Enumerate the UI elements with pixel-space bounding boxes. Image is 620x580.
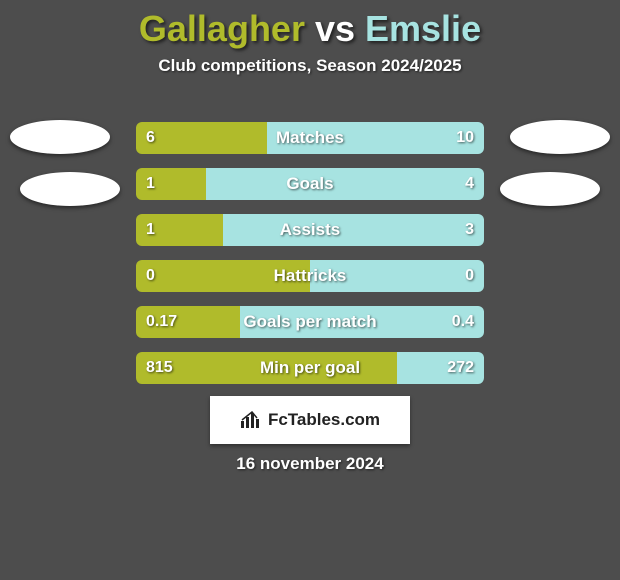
subtitle: Club competitions, Season 2024/2025 [0, 56, 620, 76]
title-left: Gallagher [139, 8, 305, 49]
stat-row: 13Assists [136, 214, 484, 246]
stat-label: Goals per match [136, 306, 484, 338]
stat-row: 815272Min per goal [136, 352, 484, 384]
team-left-badge-1 [10, 120, 110, 154]
stat-row: 14Goals [136, 168, 484, 200]
date-text: 16 november 2024 [0, 454, 620, 474]
stat-label: Hattricks [136, 260, 484, 292]
team-right-badge-1 [510, 120, 610, 154]
title-vs: vs [305, 8, 365, 49]
brand-box: FcTables.com [210, 396, 410, 444]
comparison-rows: 610Matches 14Goals 13Assists 00Hattricks 0.1… [136, 122, 484, 398]
stat-row: 610Matches [136, 122, 484, 154]
page-title: Gallagher vs Emslie [0, 0, 620, 50]
stat-row: 00Hattricks [136, 260, 484, 292]
stat-label: Matches [136, 122, 484, 154]
bar-chart-icon [240, 411, 262, 429]
brand-text: FcTables.com [268, 410, 380, 430]
team-left-badge-2 [20, 172, 120, 206]
team-right-badge-2 [500, 172, 600, 206]
stat-label: Goals [136, 168, 484, 200]
title-right: Emslie [365, 8, 481, 49]
stat-label: Min per goal [136, 352, 484, 384]
stat-label: Assists [136, 214, 484, 246]
stat-row: 0.170.4Goals per match [136, 306, 484, 338]
